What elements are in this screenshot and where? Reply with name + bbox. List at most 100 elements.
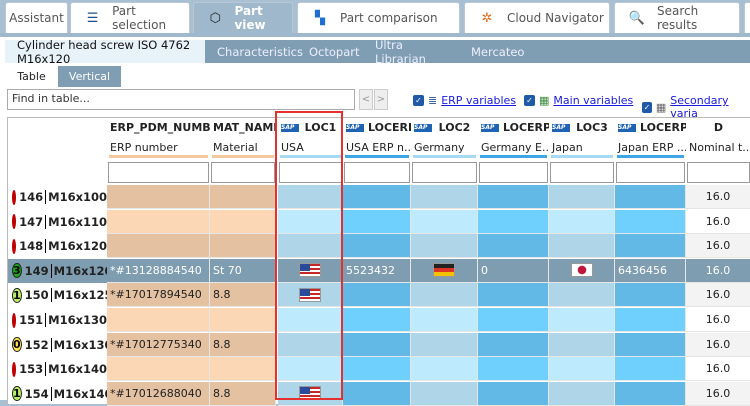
- table-cell[interactable]: [549, 308, 615, 332]
- find-in-table-input[interactable]: Find in table...: [7, 89, 355, 110]
- row-header[interactable]: 3 149 M16x120: [8, 258, 113, 283]
- table-cell[interactable]: [107, 308, 210, 332]
- table-cell[interactable]: [278, 308, 343, 332]
- erp-variables-toggle[interactable]: ✓ ≣ ERP variables: [413, 94, 516, 107]
- table-cell[interactable]: [343, 357, 411, 382]
- table-cell[interactable]: [411, 381, 478, 406]
- table-cell[interactable]: [278, 185, 343, 209]
- column-header-d[interactable]: D Nominal t...: [686, 118, 750, 188]
- table-cell[interactable]: 16.0: [686, 332, 750, 357]
- table-cell[interactable]: [210, 308, 276, 332]
- table-cell[interactable]: [549, 283, 615, 308]
- table-cell[interactable]: [411, 357, 478, 382]
- table-cell[interactable]: [210, 209, 276, 234]
- table-cell[interactable]: 16.0: [686, 258, 750, 283]
- table-cell[interactable]: [615, 381, 686, 406]
- column-filter-input[interactable]: [687, 162, 750, 183]
- column-header-locerp3[interactable]: SAP LOCERP3 Japan ERP ...: [615, 118, 686, 188]
- table-cell[interactable]: 16.0: [686, 357, 750, 382]
- table-cell[interactable]: [278, 283, 343, 308]
- checkbox-icon[interactable]: ✓: [642, 101, 652, 113]
- column-header-loc1[interactable]: SAP LOC1 USA: [278, 118, 343, 188]
- row-header[interactable]: 151 M16x130: [8, 308, 107, 332]
- table-cell[interactable]: [278, 381, 343, 406]
- column-filter-input[interactable]: [211, 162, 275, 183]
- row-header[interactable]: 153 M16x140: [8, 357, 107, 381]
- table-cell[interactable]: 16.0: [686, 308, 750, 332]
- table-cell[interactable]: [549, 332, 615, 357]
- table-cell[interactable]: [478, 185, 549, 209]
- table-cell[interactable]: 8.8: [210, 332, 276, 357]
- table-cell[interactable]: [210, 357, 276, 382]
- table-cell[interactable]: [615, 332, 686, 357]
- table-cell[interactable]: St 70: [210, 258, 276, 283]
- table-cell[interactable]: 16.0: [686, 234, 750, 259]
- column-filter-input[interactable]: [344, 162, 410, 183]
- table-cell[interactable]: [411, 209, 478, 234]
- table-cell[interactable]: [615, 185, 686, 209]
- table-cell[interactable]: [615, 283, 686, 308]
- table-cell[interactable]: [343, 185, 411, 209]
- tab-part-selection[interactable]: ☰ Part selection: [70, 2, 190, 33]
- row-header[interactable]: 147 M16x110: [8, 210, 107, 234]
- table-cell[interactable]: [478, 209, 549, 234]
- table-cell[interactable]: [549, 258, 615, 283]
- table-cell[interactable]: [343, 332, 411, 357]
- table-cell[interactable]: [411, 283, 478, 308]
- table-cell[interactable]: [343, 308, 411, 332]
- row-header[interactable]: 1 150 M16x125: [8, 283, 113, 307]
- column-filter-input[interactable]: [412, 162, 477, 183]
- tab-cloud-navigator[interactable]: ✲ Cloud Navigator: [464, 2, 610, 33]
- table-cell[interactable]: [478, 308, 549, 332]
- main-variables-link[interactable]: Main variables: [553, 94, 634, 107]
- table-cell[interactable]: [549, 234, 615, 259]
- table-cell[interactable]: [107, 185, 210, 209]
- table-cell[interactable]: 16.0: [686, 209, 750, 234]
- subtab-4[interactable]: Mercateo: [471, 44, 525, 59]
- table-cell[interactable]: [210, 234, 276, 259]
- subtab-0[interactable]: Cylinder head screw ISO 4762 M16x120: [5, 38, 205, 66]
- table-cell[interactable]: [549, 381, 615, 406]
- table-cell[interactable]: 16.0: [686, 283, 750, 308]
- table-cell[interactable]: [411, 258, 478, 283]
- tab-vertical[interactable]: Vertical: [58, 66, 121, 87]
- column-filter-input[interactable]: [616, 162, 685, 183]
- table-cell[interactable]: [343, 234, 411, 259]
- row-header[interactable]: 148 M16x120: [8, 234, 107, 258]
- table-cell[interactable]: [411, 332, 478, 357]
- table-cell[interactable]: [278, 258, 343, 283]
- table-cell[interactable]: [615, 234, 686, 259]
- table-cell[interactable]: [278, 357, 343, 382]
- table-cell[interactable]: [343, 283, 411, 308]
- subtab-3[interactable]: Ultra Librarian: [375, 37, 426, 66]
- table-cell[interactable]: [107, 357, 210, 382]
- table-cell[interactable]: [615, 357, 686, 382]
- table-cell[interactable]: [615, 308, 686, 332]
- table-cell[interactable]: [343, 381, 411, 406]
- table-cell[interactable]: [478, 332, 549, 357]
- table-cell[interactable]: *#17017894540: [107, 283, 210, 308]
- column-filter-input[interactable]: [279, 162, 342, 183]
- table-cell[interactable]: *#17012688040: [107, 381, 210, 406]
- table-cell[interactable]: [278, 332, 343, 357]
- column-header-loc3[interactable]: SAP LOC3 Japan: [549, 118, 615, 188]
- table-cell[interactable]: [278, 209, 343, 234]
- table-cell[interactable]: [549, 357, 615, 382]
- row-header[interactable]: 0 152 M16x130: [8, 333, 113, 357]
- table-cell[interactable]: [549, 185, 615, 209]
- subtab-1[interactable]: Characteristics: [217, 44, 303, 59]
- table-cell[interactable]: 8.8: [210, 283, 276, 308]
- table-cell[interactable]: [478, 357, 549, 382]
- table-cell[interactable]: [411, 234, 478, 259]
- table-cell[interactable]: [107, 209, 210, 234]
- table-cell[interactable]: 16.0: [686, 381, 750, 406]
- column-filter-input[interactable]: [108, 162, 209, 183]
- column-header-locerp2[interactable]: SAP LOCERP2 Germany E...: [478, 118, 549, 188]
- table-cell[interactable]: [478, 234, 549, 259]
- tab-search-results[interactable]: 🔍 Search results: [614, 2, 740, 33]
- main-variables-toggle[interactable]: ✓ ▦ Main variables: [524, 94, 633, 107]
- column-header-loc2[interactable]: SAP LOC2 Germany: [411, 118, 478, 188]
- table-cell[interactable]: [478, 283, 549, 308]
- table-cell[interactable]: *#13128884540: [107, 258, 210, 283]
- secondary-variables-link[interactable]: Secondary varia: [670, 94, 729, 120]
